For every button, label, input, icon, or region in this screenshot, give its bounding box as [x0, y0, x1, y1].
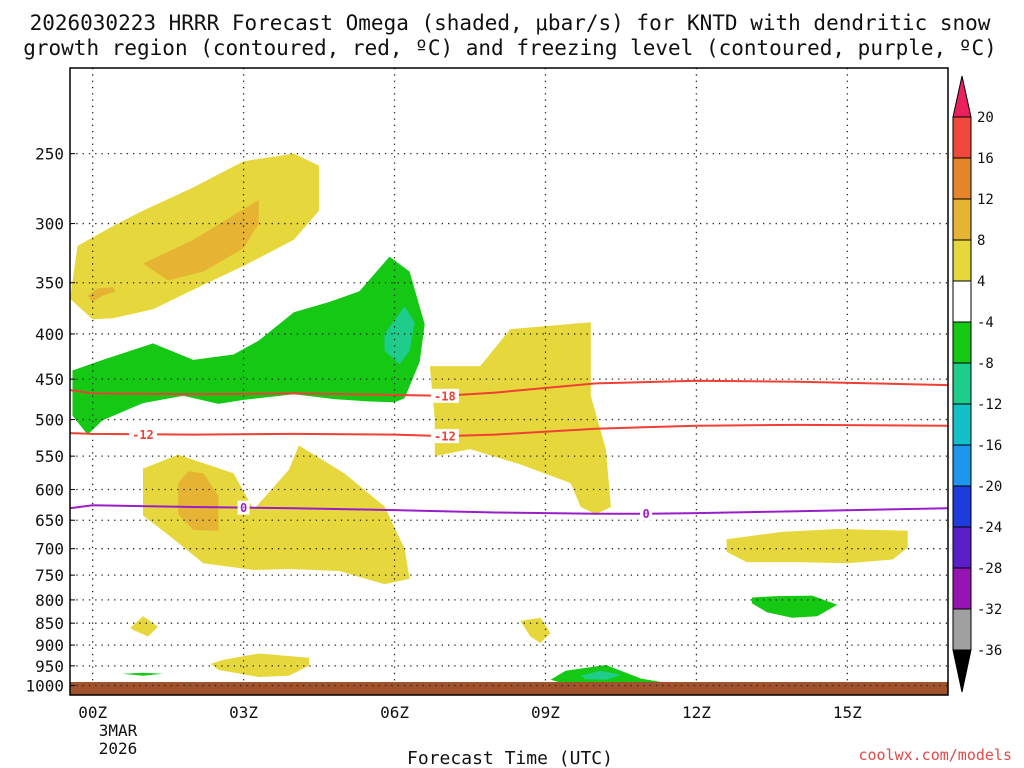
- title-line-1: 2026030223 HRRR Forecast Omega (shaded, …: [30, 11, 991, 35]
- colorbar-label: -28: [977, 561, 1002, 577]
- grid: [70, 68, 948, 687]
- colorbar-label: 8: [977, 233, 985, 249]
- colorbar: 20 16 12 8 4 -4 -8 -12 -16 -20 -24 -28 -32 -36: [952, 75, 1002, 693]
- y-tick-label: 850: [35, 614, 64, 633]
- colorbar-label: 16: [977, 151, 994, 167]
- x-tick-label: 15Z: [833, 703, 862, 722]
- colorbar-label: -24: [977, 520, 1002, 536]
- colorbar-bin: [952, 362, 972, 405]
- colorbar-label: 20: [977, 110, 994, 126]
- plot-area: [70, 153, 948, 695]
- y-tick-label: 450: [35, 370, 64, 389]
- omega-region-mid-upward-omega: [72, 256, 425, 435]
- omega-region-upper-positive-omega: [70, 153, 320, 320]
- contour-label-bg: [430, 388, 459, 403]
- colorbar-label: -12: [977, 397, 1002, 413]
- contour-label-dgz-minus12: -12: [434, 430, 456, 444]
- y-tick-label: 950: [35, 657, 64, 676]
- contour-label-dgz-minus18: -18: [434, 389, 456, 403]
- chart-title: 2026030223 HRRR Forecast Omega (shaded, …: [23, 11, 997, 60]
- y-tick-label: 300: [35, 215, 64, 234]
- contour-label-bg: [237, 500, 250, 515]
- colorbar-bin: [952, 116, 972, 159]
- omega-region-low-positive-omega-a: [130, 616, 159, 637]
- omega-region-low-right-positive-omega: [726, 529, 908, 564]
- contour-label-freezing-level: 0: [240, 501, 247, 515]
- omega-region-surface-upward-omega-b-core: [580, 670, 621, 680]
- x-tick-label: 09Z: [531, 703, 560, 722]
- plot-frame: [69, 67, 949, 696]
- y-tick-label: 800: [35, 591, 64, 610]
- colorbar-bin: [952, 567, 972, 610]
- colorbar-bin: [952, 526, 972, 569]
- colorbar-label: -16: [977, 438, 1002, 454]
- colorbar-bin: [952, 198, 972, 241]
- y-tick-label: 750: [35, 566, 64, 585]
- omega-region-lower-positive-omega-core: [178, 471, 219, 531]
- colorbar-label: -4: [977, 315, 994, 331]
- y-tick-label: 250: [35, 145, 64, 164]
- colorbar-bin: [952, 403, 972, 446]
- y-tick-label: 550: [35, 447, 64, 466]
- colorbar-bin: [952, 444, 972, 487]
- colorbar-label: -36: [977, 643, 1002, 659]
- omega-region-surface-upward-omega-a: [122, 672, 164, 676]
- colorbar-arrow-bottom: [952, 649, 972, 693]
- colorbar-label: 12: [977, 192, 994, 208]
- contour-label-bg: [128, 427, 157, 442]
- colorbar-label: -8: [977, 356, 994, 372]
- y-tick-label: 650: [35, 511, 64, 530]
- contour-label-freezing-level: 0: [642, 507, 649, 521]
- colorbar-label: -32: [977, 602, 1002, 618]
- omega-region-lower-positive-omega: [143, 445, 410, 585]
- x-tick-label: 12Z: [682, 703, 711, 722]
- x-tick-label: 06Z: [380, 703, 409, 722]
- y-tick-label: 900: [35, 636, 64, 655]
- omega-region-low-right-upward-omega: [751, 595, 838, 618]
- omega-region-upper-positive-omega-spot: [87, 287, 116, 302]
- x-tick-label: 00Z: [78, 703, 107, 722]
- colorbar-label: -20: [977, 479, 1002, 495]
- omega-region-low-positive-omega-c: [520, 617, 551, 643]
- y-tick-label: 1000: [25, 677, 64, 696]
- y-tick-label: 350: [35, 274, 64, 293]
- y-tick-label: 400: [35, 325, 64, 344]
- contour-label-dgz-minus12: -12: [132, 428, 154, 442]
- colorbar-bin: [952, 280, 972, 323]
- x-date-label-day: 3MAR: [99, 721, 138, 740]
- y-tick-label: 500: [35, 411, 64, 430]
- contour-label-bg: [430, 429, 459, 444]
- colorbar-bin: [952, 321, 972, 364]
- omega-region-upper-positive-omega-core: [143, 199, 259, 281]
- axes: 250 300 350 400 450 500 550 600 650 700 750 800 850 9…: [25, 67, 949, 722]
- omega-region-mid-upward-omega-core: [384, 306, 415, 365]
- y-tick-label: 600: [35, 481, 64, 500]
- contours: -18 -12 -12 0 0: [69, 379, 949, 521]
- colorbar-bin: [952, 239, 972, 282]
- colorbar-bin: [952, 485, 972, 528]
- colorbar-bin: [952, 157, 972, 200]
- ground-strip: [70, 682, 948, 695]
- y-tick-label: 700: [35, 540, 64, 559]
- contour-label-bg: [640, 506, 653, 521]
- colorbar-label: 4: [977, 274, 985, 290]
- x-tick-label: 03Z: [229, 703, 258, 722]
- x-axis-title: Forecast Time (UTC): [407, 748, 613, 768]
- title-line-2: growth region (contoured, red, ºC) and f…: [23, 36, 997, 60]
- colorbar-arrow-top: [952, 75, 972, 118]
- omega-region-mid-positive-omega: [429, 322, 611, 515]
- credit-text: coolwx.com/models: [858, 746, 1012, 764]
- x-date-label-year: 2026: [99, 739, 138, 758]
- contour-freezing-level: [69, 504, 949, 515]
- colorbar-bin: [952, 608, 972, 651]
